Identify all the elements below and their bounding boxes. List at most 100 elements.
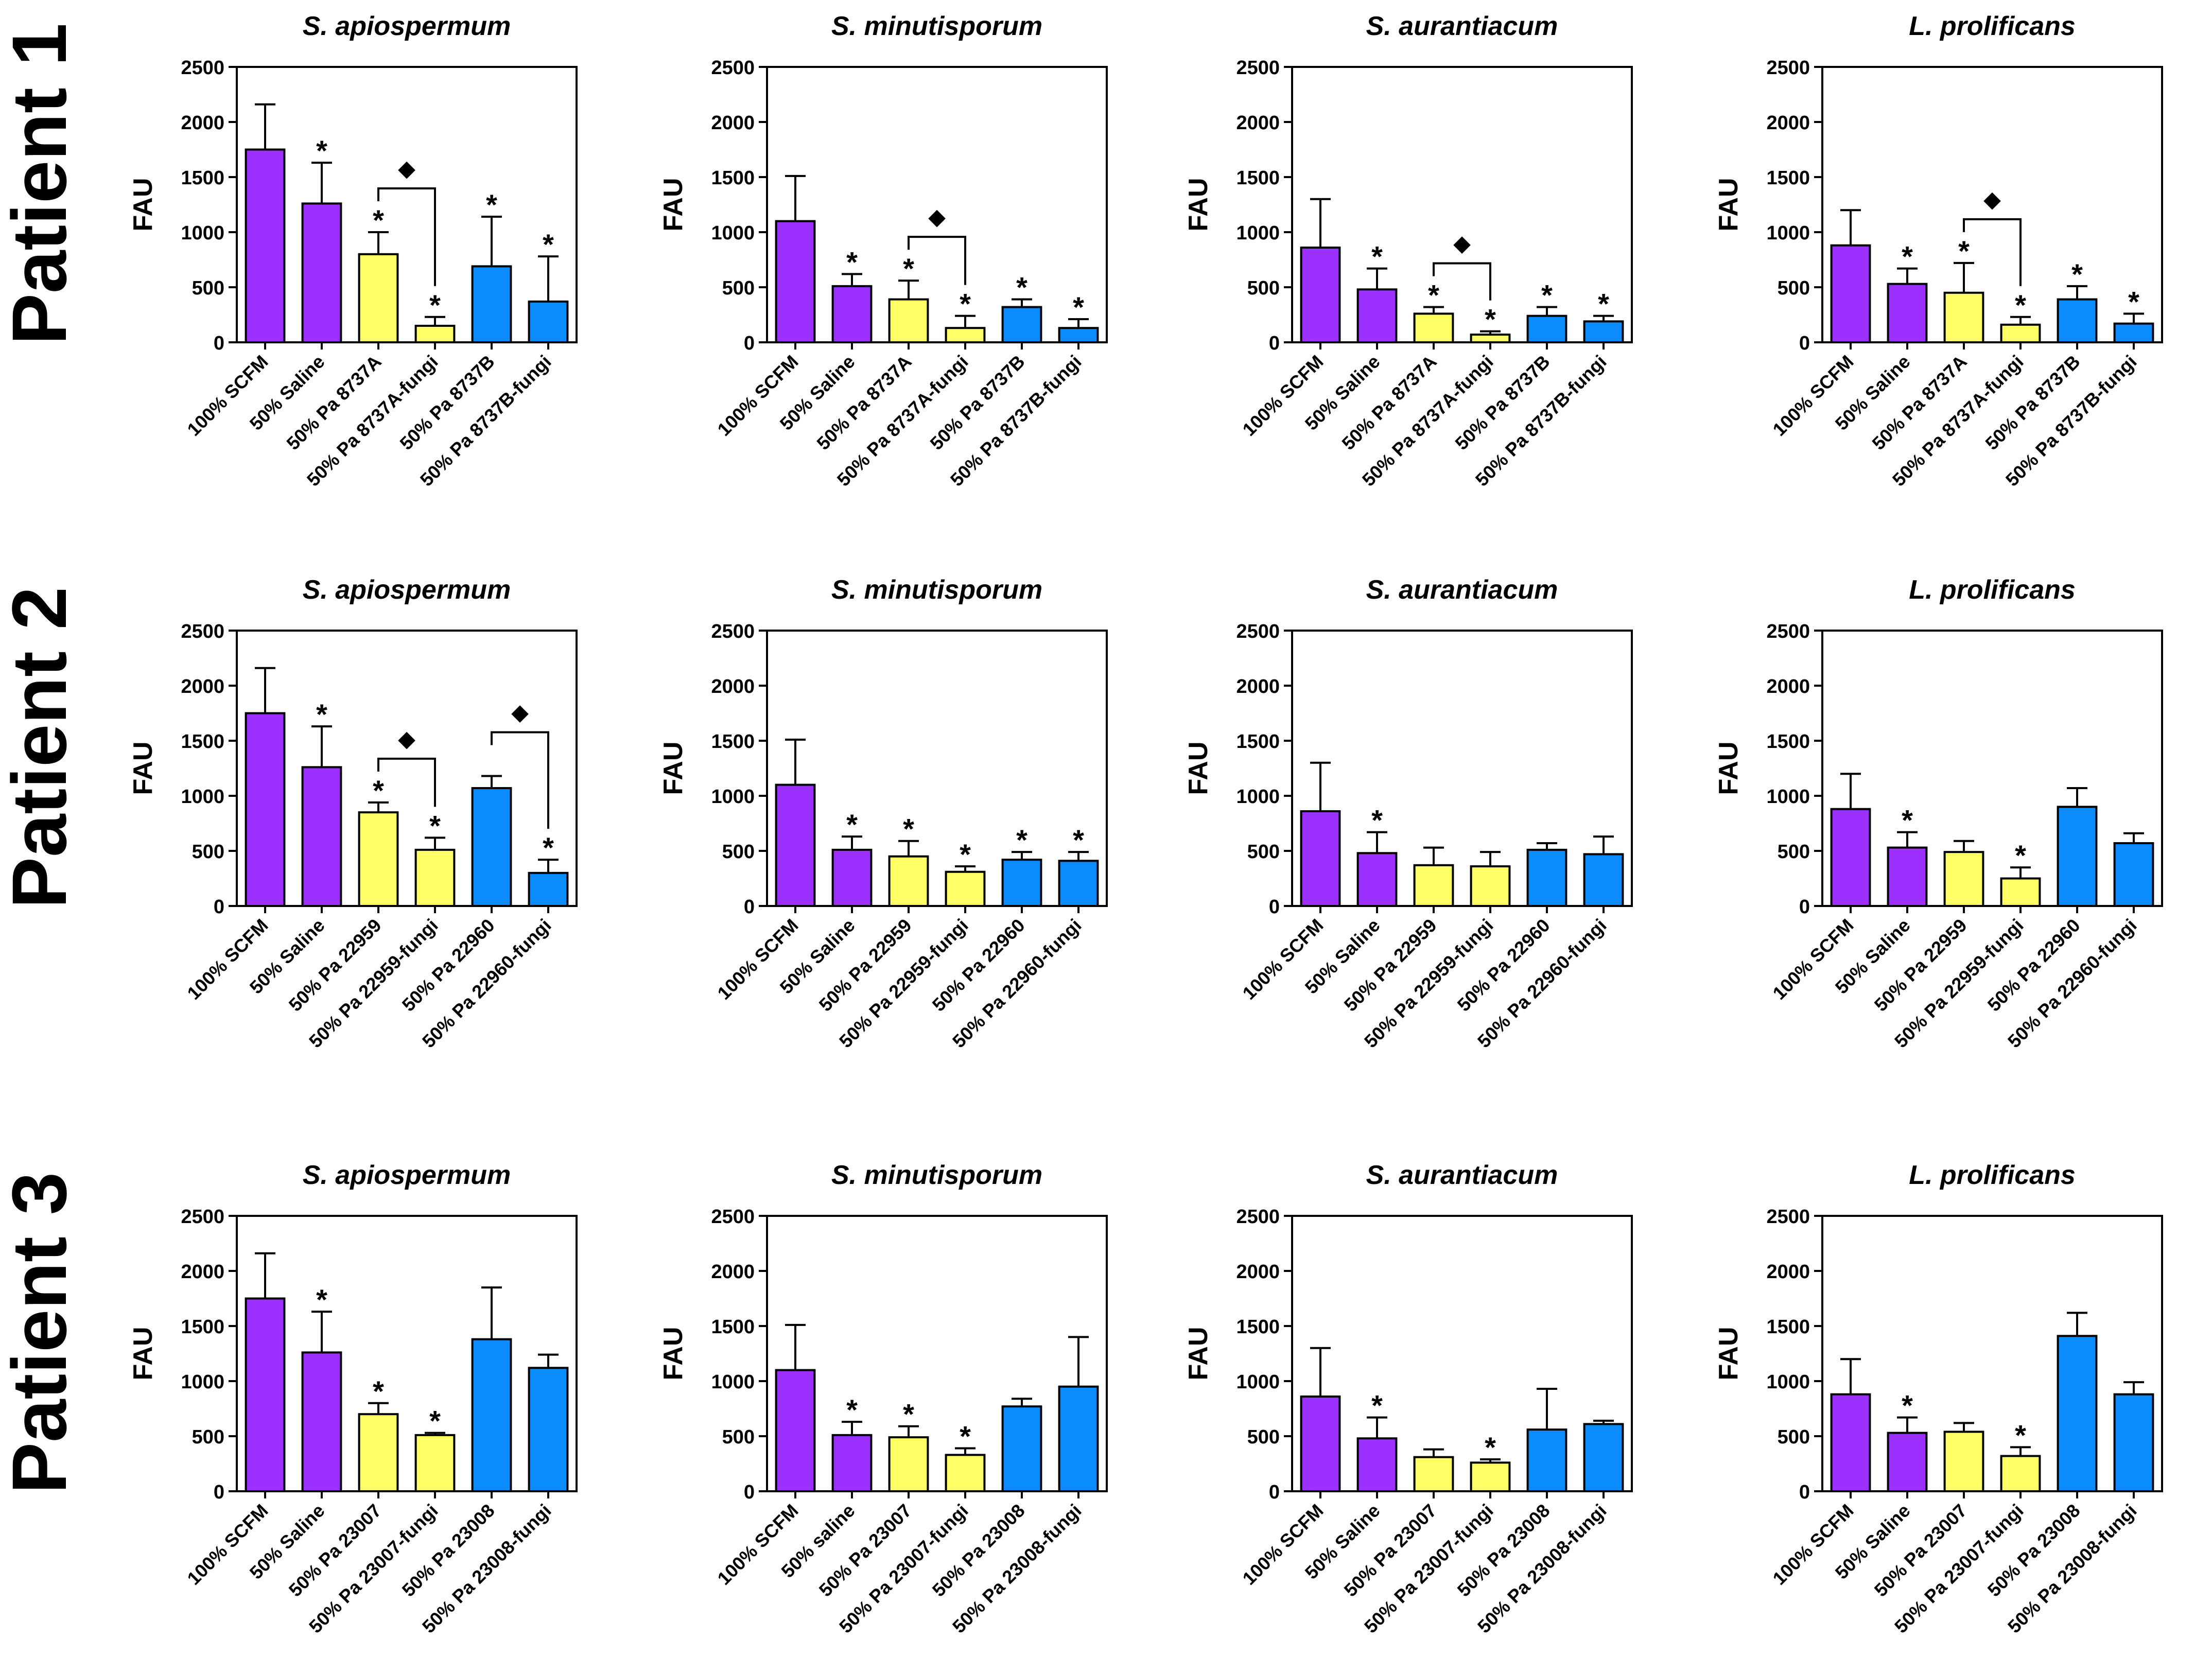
bar (1526, 848, 1567, 907)
bar (358, 811, 399, 907)
y-tick-label: 2000 (181, 112, 224, 134)
y-tick-label: 500 (1247, 277, 1280, 299)
significance-marker: * (903, 1398, 914, 1431)
bar (1470, 1461, 1511, 1493)
bar (2113, 842, 2154, 908)
significance-marker: * (2071, 258, 2083, 290)
bar (358, 1413, 399, 1492)
plot-frame (1291, 1215, 1633, 1492)
y-tick-label: 1500 (1766, 1316, 1810, 1338)
significance-marker: * (1371, 240, 1383, 273)
y-tick-label: 1000 (1766, 222, 1810, 244)
y-tick-label: 500 (1778, 277, 1810, 299)
plot-frame (766, 1215, 1108, 1492)
chart-title: L. prolificans (1909, 575, 2076, 605)
significance-marker: * (960, 288, 971, 320)
bar (1356, 288, 1398, 344)
chart-title: S. apiospermum (303, 575, 511, 605)
bar (1001, 306, 1042, 344)
y-tick-label: 0 (1269, 1481, 1280, 1503)
chart-title: S. apiospermum (303, 1160, 511, 1190)
chart-title: L. prolificans (1909, 11, 2076, 41)
chart-title: S. minutisporum (831, 1160, 1042, 1190)
y-tick-label: 2000 (711, 112, 755, 134)
significance-marker: * (429, 809, 441, 842)
significance-marker: * (543, 228, 554, 260)
bar (2057, 1335, 2098, 1492)
y-tick-label: 1000 (1766, 786, 1810, 808)
bar (245, 712, 286, 907)
comparison-bracket (377, 757, 436, 807)
bar (1470, 334, 1511, 344)
significance-marker: * (1016, 271, 1027, 304)
bar (471, 1338, 512, 1492)
y-tick-label: 500 (1778, 841, 1810, 863)
y-tick-label: 2500 (1236, 621, 1280, 642)
significance-marker: * (373, 1375, 384, 1407)
y-tick-label: 2500 (1236, 57, 1280, 79)
chart-title: S. aurantiacum (1366, 1160, 1558, 1190)
bar (1887, 846, 1928, 907)
bar (1830, 244, 1871, 343)
bar (888, 855, 929, 907)
bar (888, 1436, 929, 1492)
significance-marker: * (1541, 279, 1553, 311)
plot-frame (1821, 630, 2163, 907)
y-tick-label: 2500 (181, 1206, 224, 1228)
y-tick-label: 500 (1247, 1426, 1280, 1448)
plot-frame (766, 66, 1108, 343)
bar (1583, 1423, 1624, 1492)
chart-title: S. aurantiacum (1366, 11, 1558, 41)
plot-frame (766, 630, 1108, 907)
bar (245, 1297, 286, 1492)
bar (1058, 860, 1099, 908)
y-tick-label: 2500 (711, 57, 755, 79)
y-tick-label: 0 (744, 333, 755, 354)
bar (528, 1367, 569, 1493)
y-tick-label: 1000 (181, 1371, 224, 1393)
bar (888, 298, 929, 343)
diamond-marker: ◆ (928, 204, 946, 230)
y-tick-label: 2000 (181, 676, 224, 698)
patient-label: Patient 3 (0, 1172, 82, 1494)
y-tick-label: 2500 (181, 621, 224, 642)
y-axis-label: FAU (1183, 742, 1213, 795)
bar (775, 783, 816, 907)
y-tick-label: 0 (1269, 333, 1280, 354)
y-tick-label: 2000 (711, 1261, 755, 1283)
y-tick-label: 0 (214, 333, 224, 354)
plot-frame (236, 1215, 578, 1492)
significance-marker: * (1371, 804, 1383, 836)
bar (2000, 877, 2041, 907)
bar (1583, 853, 1624, 908)
bar (2000, 1455, 2041, 1493)
bar (1943, 851, 1984, 908)
bar (775, 220, 816, 343)
y-tick-label: 500 (1778, 1426, 1810, 1448)
significance-marker: * (1016, 824, 1027, 856)
significance-marker: * (429, 289, 441, 321)
significance-marker: * (1428, 279, 1439, 311)
y-axis-label: FAU (128, 742, 158, 795)
chart-panel: S. apiospermum05001000150020002500FAU100… (128, 1160, 578, 1637)
y-axis-label: FAU (128, 178, 158, 232)
bar (1300, 246, 1341, 343)
y-tick-label: 2500 (181, 57, 224, 79)
plot-frame (1821, 66, 2163, 343)
bar (1300, 1395, 1341, 1492)
diamond-marker: ◆ (511, 700, 529, 725)
bar (1356, 1437, 1398, 1493)
bar (1943, 1431, 1984, 1492)
diamond-marker: ◆ (1453, 231, 1471, 256)
bar (1943, 291, 1984, 344)
y-axis-label: FAU (1714, 742, 1744, 795)
y-tick-label: 500 (722, 841, 755, 863)
comparison-bracket (1963, 218, 2022, 286)
significance-marker: * (846, 808, 858, 841)
bar (1526, 315, 1567, 344)
bar (1470, 865, 1511, 907)
bar (301, 202, 342, 343)
diamond-marker: ◆ (398, 156, 415, 181)
significance-marker: * (373, 774, 384, 807)
